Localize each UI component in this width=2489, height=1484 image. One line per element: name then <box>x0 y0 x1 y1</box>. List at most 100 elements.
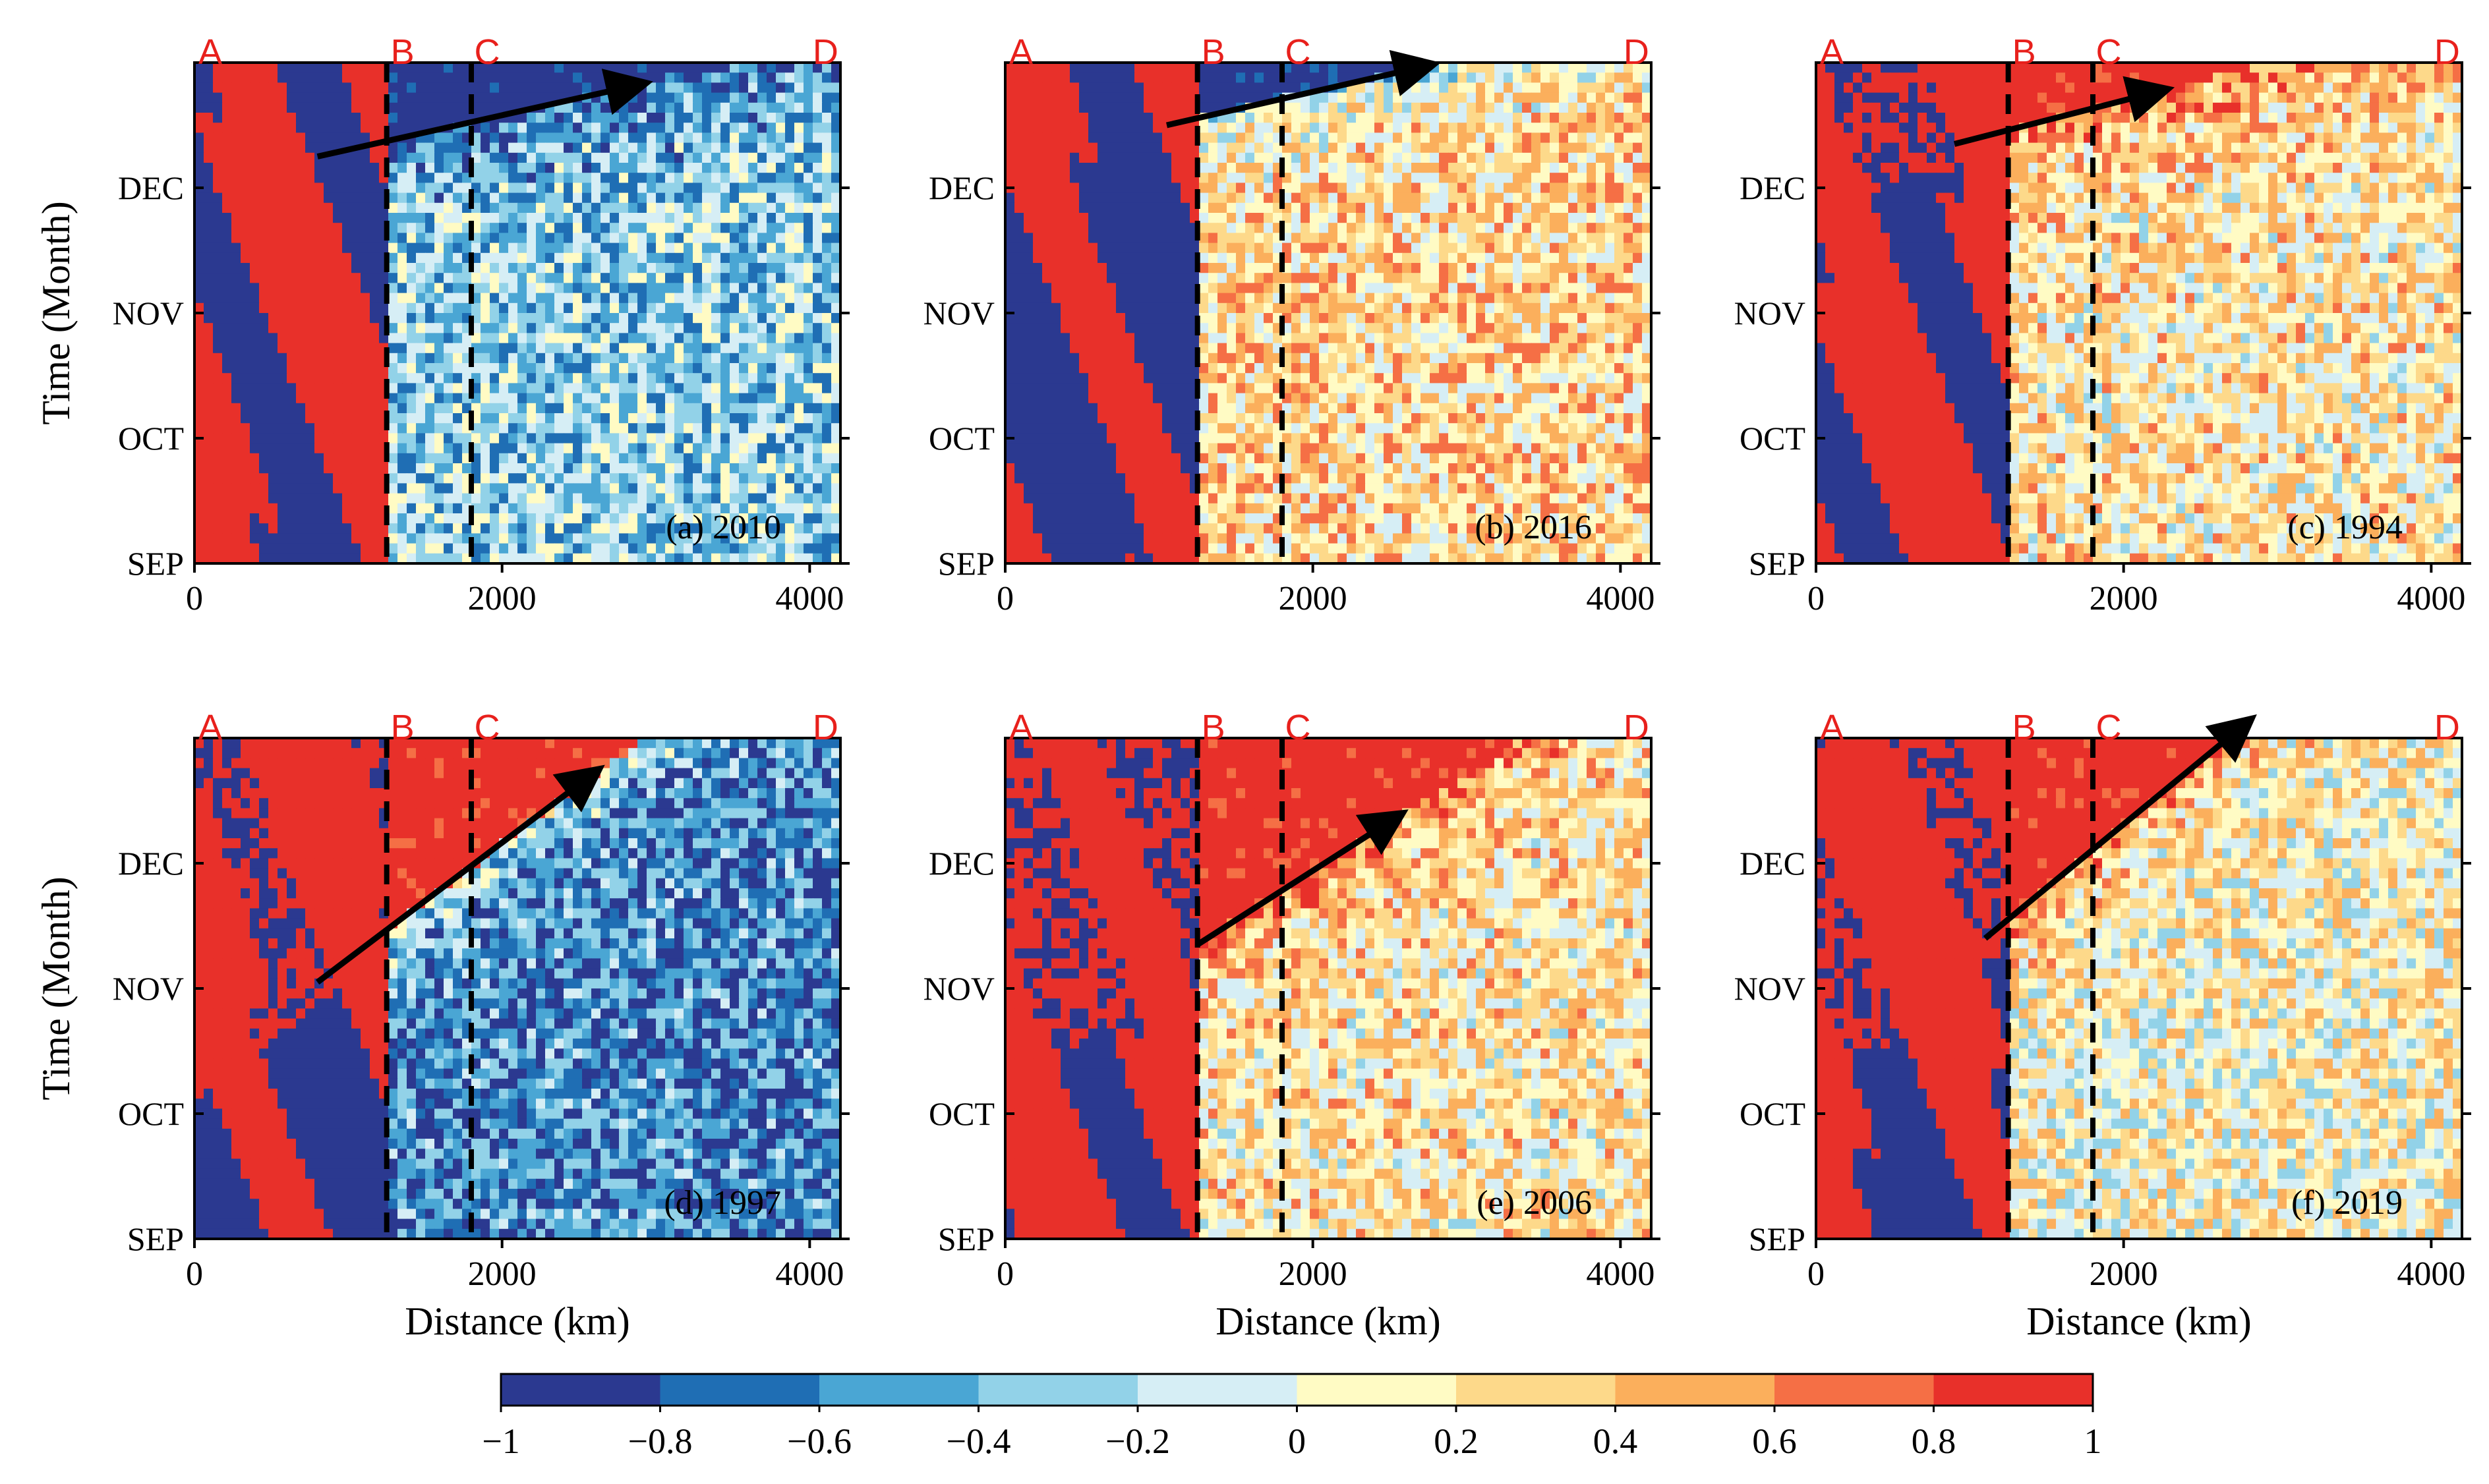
heatmap-cell <box>776 223 786 234</box>
heatmap-cell <box>554 213 564 223</box>
heatmap-cell <box>831 293 840 304</box>
heatmap-cell <box>388 363 398 374</box>
heatmap-cell <box>333 543 343 554</box>
heatmap-cell <box>333 503 343 514</box>
heatmap-cell <box>1540 192 1550 204</box>
heatmap-cell <box>1264 142 1274 154</box>
heatmap-cell <box>268 82 278 94</box>
heatmap-cell <box>591 192 601 204</box>
heatmap-cell <box>342 403 352 414</box>
heatmap-cell <box>536 173 546 184</box>
heatmap-cell <box>527 503 537 514</box>
heatmap-cell <box>416 473 426 484</box>
heatmap-cell <box>268 433 278 444</box>
heatmap-cell <box>296 403 306 414</box>
heatmap-cell <box>1319 213 1329 223</box>
heatmap-cell <box>241 393 250 404</box>
heatmap-cell <box>287 323 297 334</box>
heatmap-cell <box>194 343 204 354</box>
heatmap-cell <box>278 63 287 73</box>
heatmap-cell <box>517 543 527 554</box>
heatmap-cell <box>259 493 269 504</box>
heatmap-cell <box>1310 163 1320 173</box>
heatmap-cell <box>1098 123 1107 134</box>
heatmap-cell <box>582 393 592 404</box>
heatmap-cell <box>250 113 260 123</box>
heatmap-cell <box>1374 243 1384 254</box>
heatmap-cell <box>637 333 647 344</box>
heatmap-cell <box>1402 173 1412 184</box>
heatmap-cell <box>222 433 232 444</box>
heatmap-cell <box>1088 163 1098 173</box>
heatmap-cell <box>693 333 703 344</box>
heatmap-cell <box>333 413 343 424</box>
heatmap-cell <box>767 132 776 144</box>
heatmap-cell <box>481 183 490 194</box>
heatmap-cell <box>1559 213 1569 223</box>
heatmap-cell <box>508 503 518 514</box>
heatmap-cell <box>444 92 454 103</box>
heatmap-cell <box>1061 113 1070 123</box>
heatmap-cell <box>416 113 426 123</box>
heatmap-cell <box>213 443 223 454</box>
heatmap-cell <box>508 283 518 294</box>
heatmap-cell <box>1319 243 1329 254</box>
heatmap-cell <box>1365 102 1375 113</box>
heatmap-cell <box>407 313 417 324</box>
heatmap-cell <box>1587 252 1596 264</box>
heatmap-cell <box>822 443 832 454</box>
heatmap-cell <box>554 63 564 73</box>
heatmap-cell <box>1494 243 1504 254</box>
heatmap-cell <box>554 443 564 454</box>
heatmap-cell <box>674 102 684 113</box>
heatmap-cell <box>397 463 407 474</box>
heatmap-cell <box>674 293 684 304</box>
heatmap-cell <box>444 483 454 494</box>
heatmap-cell <box>757 493 767 504</box>
heatmap-cell <box>1208 213 1218 223</box>
heatmap-cell <box>1328 63 1338 73</box>
heatmap-cell <box>1448 63 1458 73</box>
heatmap-cell <box>1254 82 1264 94</box>
heatmap-cell <box>1402 213 1412 223</box>
heatmap-cell <box>536 543 546 554</box>
heatmap-cell <box>361 132 370 144</box>
heatmap-cell <box>499 463 509 474</box>
heatmap-cell <box>647 553 657 563</box>
heatmap-cell <box>462 493 472 504</box>
heatmap-cell <box>1347 252 1357 264</box>
heatmap-cell <box>1522 252 1532 264</box>
heatmap-cell <box>1208 223 1218 234</box>
heatmap-cell <box>1116 183 1126 194</box>
heatmap-cell <box>730 243 740 254</box>
heatmap-cell <box>388 293 398 304</box>
heatmap-cell <box>545 223 555 234</box>
heatmap-cell <box>794 202 804 214</box>
heatmap-cell <box>1162 63 1172 73</box>
heatmap-cell <box>591 132 601 144</box>
heatmap-cell <box>628 152 638 163</box>
heatmap-cell <box>499 223 509 234</box>
heatmap-cell <box>656 433 666 444</box>
heatmap-cell <box>647 493 657 504</box>
heatmap-cell <box>739 202 749 214</box>
heatmap-cell <box>527 383 537 394</box>
heatmap-cell <box>407 63 417 73</box>
heatmap-cell <box>444 393 454 404</box>
heatmap-cell <box>647 383 657 394</box>
heatmap-cell <box>1559 132 1569 144</box>
heatmap-cell <box>481 423 490 434</box>
heatmap-cell <box>453 543 463 554</box>
heatmap-cell <box>1245 72 1255 84</box>
heatmap-cell <box>508 443 518 454</box>
heatmap-cell <box>1098 163 1107 173</box>
heatmap-cell <box>536 192 546 204</box>
heatmap-cell <box>278 363 287 374</box>
heatmap-cell <box>481 252 490 264</box>
heatmap-cell <box>296 543 306 554</box>
heatmap-cell <box>545 132 555 144</box>
heatmap-cell <box>647 302 657 314</box>
heatmap-cell <box>665 433 675 444</box>
heatmap-cell <box>591 513 601 524</box>
heatmap-cell <box>1642 92 1651 103</box>
